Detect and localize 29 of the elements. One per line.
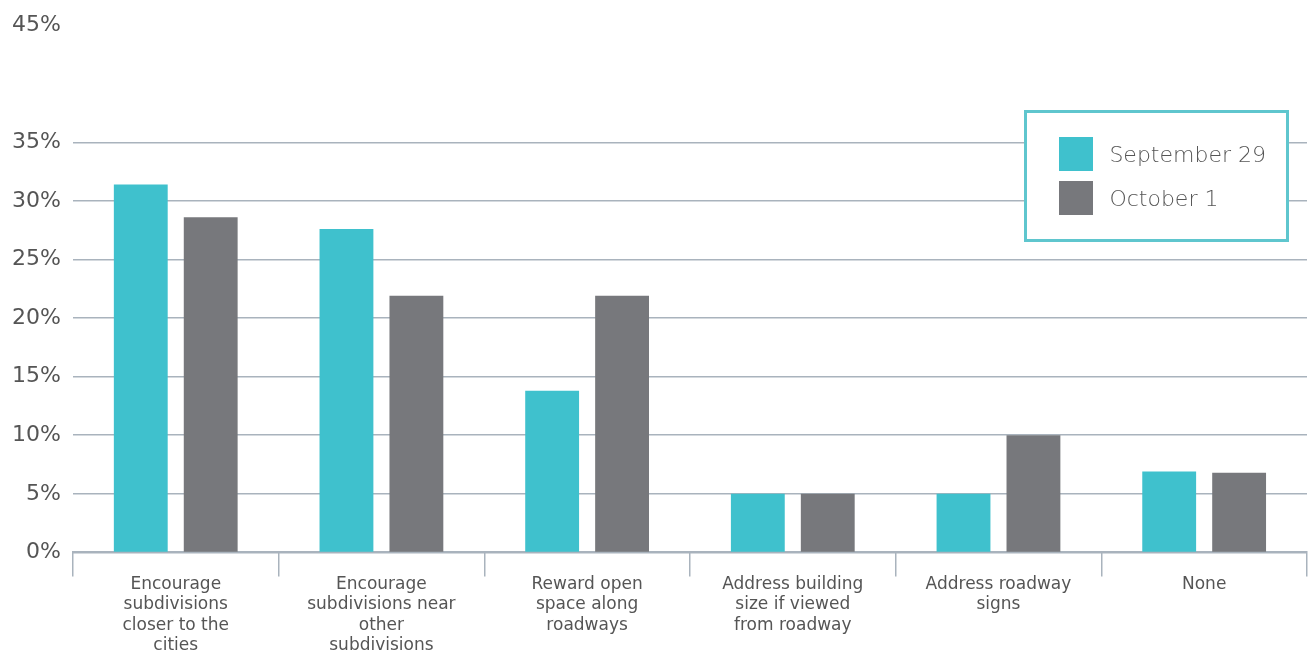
y-tick-label: 25%	[11, 245, 61, 271]
y-tick-label: 35%	[11, 128, 61, 154]
y-tick-label: 10%	[11, 420, 61, 446]
bar	[1006, 435, 1061, 552]
bar	[936, 493, 991, 552]
y-tick-label: 0%	[25, 538, 61, 564]
bar	[1142, 471, 1197, 552]
y-tick-label: 15%	[11, 362, 61, 388]
x-tick-label: Encourage subdivisions near other subdivisions	[307, 573, 456, 654]
x-tick-label: Address building size if viewed from roadway	[722, 573, 864, 634]
x-tick-label: Address roadway signs	[925, 573, 1072, 614]
y-tick-label: 30%	[11, 186, 61, 212]
bar	[1212, 472, 1267, 552]
legend-label: September 29	[1109, 141, 1266, 167]
bar	[389, 295, 444, 552]
bar	[800, 493, 855, 552]
y-tick-label: 5%	[25, 479, 61, 505]
bar	[730, 493, 785, 552]
bar	[113, 184, 168, 552]
x-tick-label: None	[1181, 573, 1227, 594]
legend-label: October 1	[1109, 185, 1219, 211]
bar	[595, 295, 649, 552]
x-tick-label: Encourage subdivisions closer to the cities	[122, 573, 230, 654]
x-tick-label: Reward open space along roadways	[531, 573, 643, 634]
bar	[319, 229, 374, 552]
bar	[525, 390, 580, 552]
bar	[183, 217, 238, 552]
y-tick-label: 45%	[11, 10, 61, 36]
y-tick-label: 20%	[11, 303, 61, 329]
